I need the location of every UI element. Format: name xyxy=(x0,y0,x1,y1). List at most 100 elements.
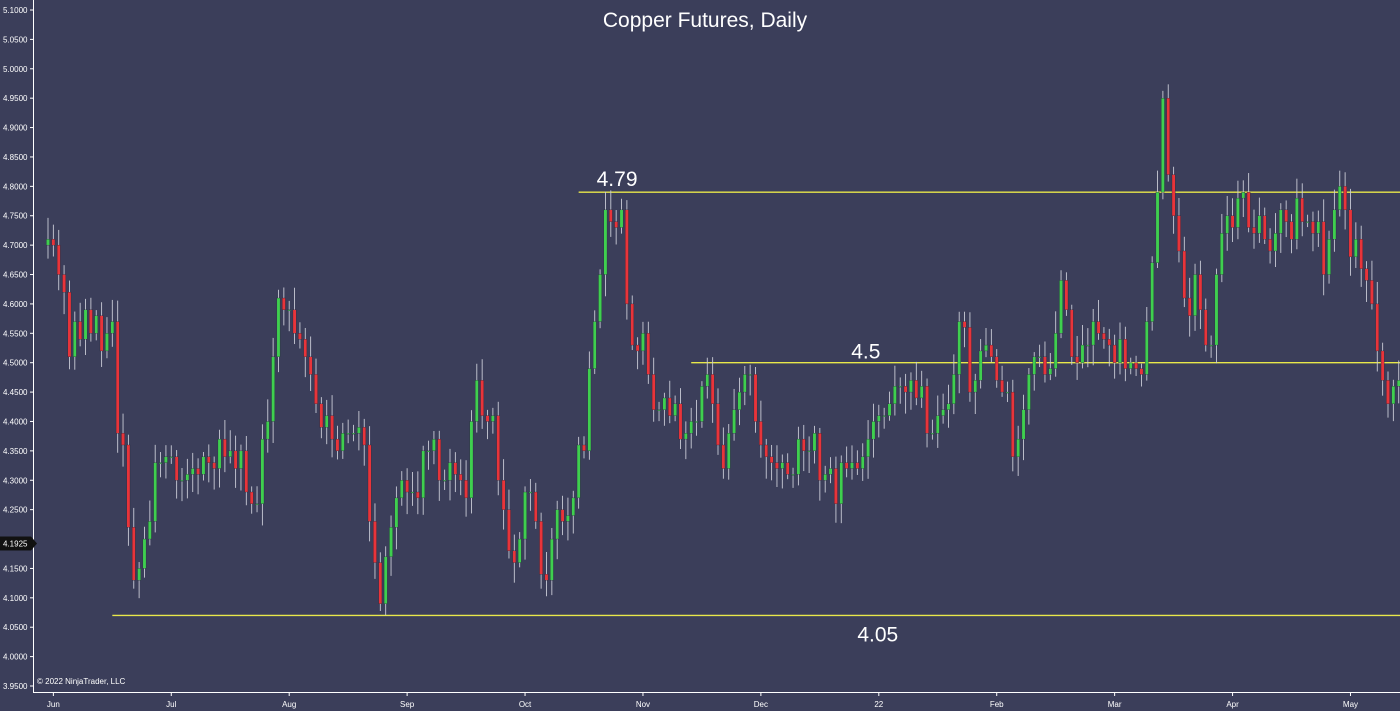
candle xyxy=(1273,213,1278,267)
candle-body xyxy=(1332,209,1337,240)
candle-body xyxy=(1118,339,1122,363)
candle-body xyxy=(239,450,243,469)
candle xyxy=(512,534,517,583)
price-tick-label: 5.1000 xyxy=(3,6,28,15)
candle-body xyxy=(1166,98,1170,175)
candle xyxy=(501,459,506,530)
candle xyxy=(582,436,586,459)
candle-body xyxy=(83,309,88,340)
candle-body xyxy=(1209,344,1213,347)
candle-body xyxy=(314,374,318,404)
candle-body xyxy=(357,427,361,434)
candle xyxy=(684,421,688,460)
candle-body xyxy=(898,386,902,388)
candle-body xyxy=(936,415,940,434)
candle-body xyxy=(341,433,345,452)
price-tick-label: 4.9000 xyxy=(3,124,28,133)
candle-body xyxy=(164,456,168,463)
candle xyxy=(282,287,286,326)
time-tick-label: Nov xyxy=(636,700,650,709)
candle xyxy=(743,365,747,406)
candle-body xyxy=(303,339,308,357)
price-tick-label: 4.2500 xyxy=(3,506,28,515)
candle-body xyxy=(394,497,399,528)
candle-body xyxy=(968,327,972,393)
candle xyxy=(1289,214,1294,254)
candle-body xyxy=(592,321,597,369)
candle-body xyxy=(228,450,232,457)
candle xyxy=(1128,357,1133,375)
candle-body xyxy=(51,239,56,246)
candle xyxy=(898,377,902,404)
candle xyxy=(389,515,393,576)
candle-body xyxy=(437,438,442,481)
candle xyxy=(1268,228,1272,264)
candle xyxy=(1064,272,1069,316)
candle xyxy=(196,458,200,495)
candle-body xyxy=(174,456,179,481)
candle-body xyxy=(1037,356,1042,358)
candle xyxy=(818,427,822,501)
candle xyxy=(544,552,549,597)
candle xyxy=(893,365,897,416)
candle xyxy=(871,403,876,458)
candle xyxy=(914,361,919,406)
candle xyxy=(534,482,538,529)
candle-body xyxy=(1262,215,1267,240)
candle-body xyxy=(223,438,227,457)
candle-body xyxy=(925,386,929,434)
candle-body xyxy=(1064,280,1069,310)
candle-body xyxy=(351,433,356,435)
candle xyxy=(619,198,624,234)
candle-body xyxy=(609,209,613,222)
candle-body xyxy=(1123,339,1128,369)
candle-body xyxy=(142,538,147,569)
candle-body xyxy=(978,350,983,381)
candle xyxy=(1364,261,1369,302)
candle xyxy=(946,384,951,428)
candle xyxy=(148,500,152,546)
candle-body xyxy=(748,374,752,376)
candle-body xyxy=(362,427,366,446)
candle-body xyxy=(694,421,699,423)
candle xyxy=(630,295,634,350)
candle xyxy=(373,503,377,579)
price-tick-label: 4.3500 xyxy=(3,447,28,456)
candle xyxy=(357,410,361,451)
candle-body xyxy=(308,356,313,375)
candle xyxy=(968,312,972,402)
candle xyxy=(475,363,479,433)
candle-body xyxy=(78,321,82,340)
candle xyxy=(962,311,967,348)
candle xyxy=(978,339,983,389)
candle-body xyxy=(721,444,726,469)
candle-body xyxy=(769,456,774,463)
candle xyxy=(1193,263,1197,331)
candle xyxy=(1380,342,1385,396)
candle xyxy=(528,479,533,511)
candle xyxy=(984,327,988,358)
price-tick-label: 4.7000 xyxy=(3,241,28,250)
candle-body xyxy=(1289,221,1294,240)
candle xyxy=(303,327,308,378)
candle-body xyxy=(73,321,77,357)
candle xyxy=(1300,183,1304,237)
candle-body xyxy=(555,509,559,540)
candle xyxy=(1027,368,1031,425)
price-tick-label: 3.9500 xyxy=(3,682,28,691)
candle-body xyxy=(207,456,211,463)
time-tick-label: Feb xyxy=(990,700,1004,709)
candle xyxy=(469,410,474,514)
candle xyxy=(1091,308,1095,366)
candle-body xyxy=(137,568,141,581)
candle xyxy=(1370,260,1374,310)
candle xyxy=(1011,379,1015,472)
candle xyxy=(587,351,592,460)
candle xyxy=(335,425,340,460)
candle-body xyxy=(432,438,436,452)
candle-body xyxy=(169,456,174,458)
candle-body xyxy=(249,491,254,504)
candle xyxy=(180,468,184,502)
candle xyxy=(115,300,120,453)
candle-body xyxy=(775,462,779,469)
